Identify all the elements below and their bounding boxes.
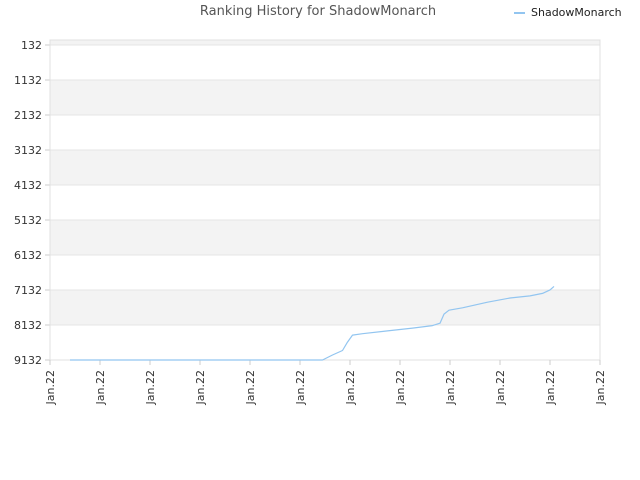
plot-band: [50, 290, 600, 325]
legend[interactable]: ShadowMonarch: [514, 6, 622, 19]
chart-title: Ranking History for ShadowMonarch: [199, 4, 437, 19]
plot-band: [50, 45, 600, 80]
series-line: [70, 285, 555, 361]
plot-band: [50, 80, 600, 115]
y-tick-label: 1132: [14, 74, 42, 87]
x-tick-label: Jan.22: [544, 370, 557, 405]
y-tick-label: 3132: [14, 144, 42, 157]
plot-band: [50, 185, 600, 220]
y-tick-label: 5132: [14, 214, 42, 227]
x-tick-label: Jan.22: [294, 370, 307, 405]
x-tick-label: Jan.22: [44, 370, 57, 405]
x-tick-label: Jan.22: [94, 370, 107, 405]
plot-top-strip: [50, 40, 600, 45]
x-tick-label: Jan.22: [594, 370, 607, 405]
legend-label: ShadowMonarch: [531, 6, 622, 19]
x-tick-label: Jan.22: [394, 370, 407, 405]
y-tick-label: 7132: [14, 284, 42, 297]
plot-band: [50, 325, 600, 360]
plot-band: [50, 255, 600, 290]
plot-band: [50, 150, 600, 185]
y-tick-label: 9132: [14, 354, 42, 367]
plot-band: [50, 220, 600, 255]
y-tick-label: 4132: [14, 179, 42, 192]
x-tick-label: Jan.22: [494, 370, 507, 405]
y-tick-label: 2132: [14, 109, 42, 122]
x-tick-label: Jan.22: [344, 370, 357, 405]
y-tick-label: 8132: [14, 319, 42, 332]
x-tick-label: Jan.22: [244, 370, 257, 405]
legend-swatch: [514, 11, 525, 14]
plot-border: [49, 39, 601, 361]
x-tick-label: Jan.22: [444, 370, 457, 405]
plot-band: [50, 115, 600, 150]
x-tick-label: Jan.22: [194, 370, 207, 405]
x-tick-label: Jan.22: [144, 370, 157, 405]
y-tick-label: 132: [21, 39, 42, 52]
y-tick-label: 6132: [14, 249, 42, 262]
